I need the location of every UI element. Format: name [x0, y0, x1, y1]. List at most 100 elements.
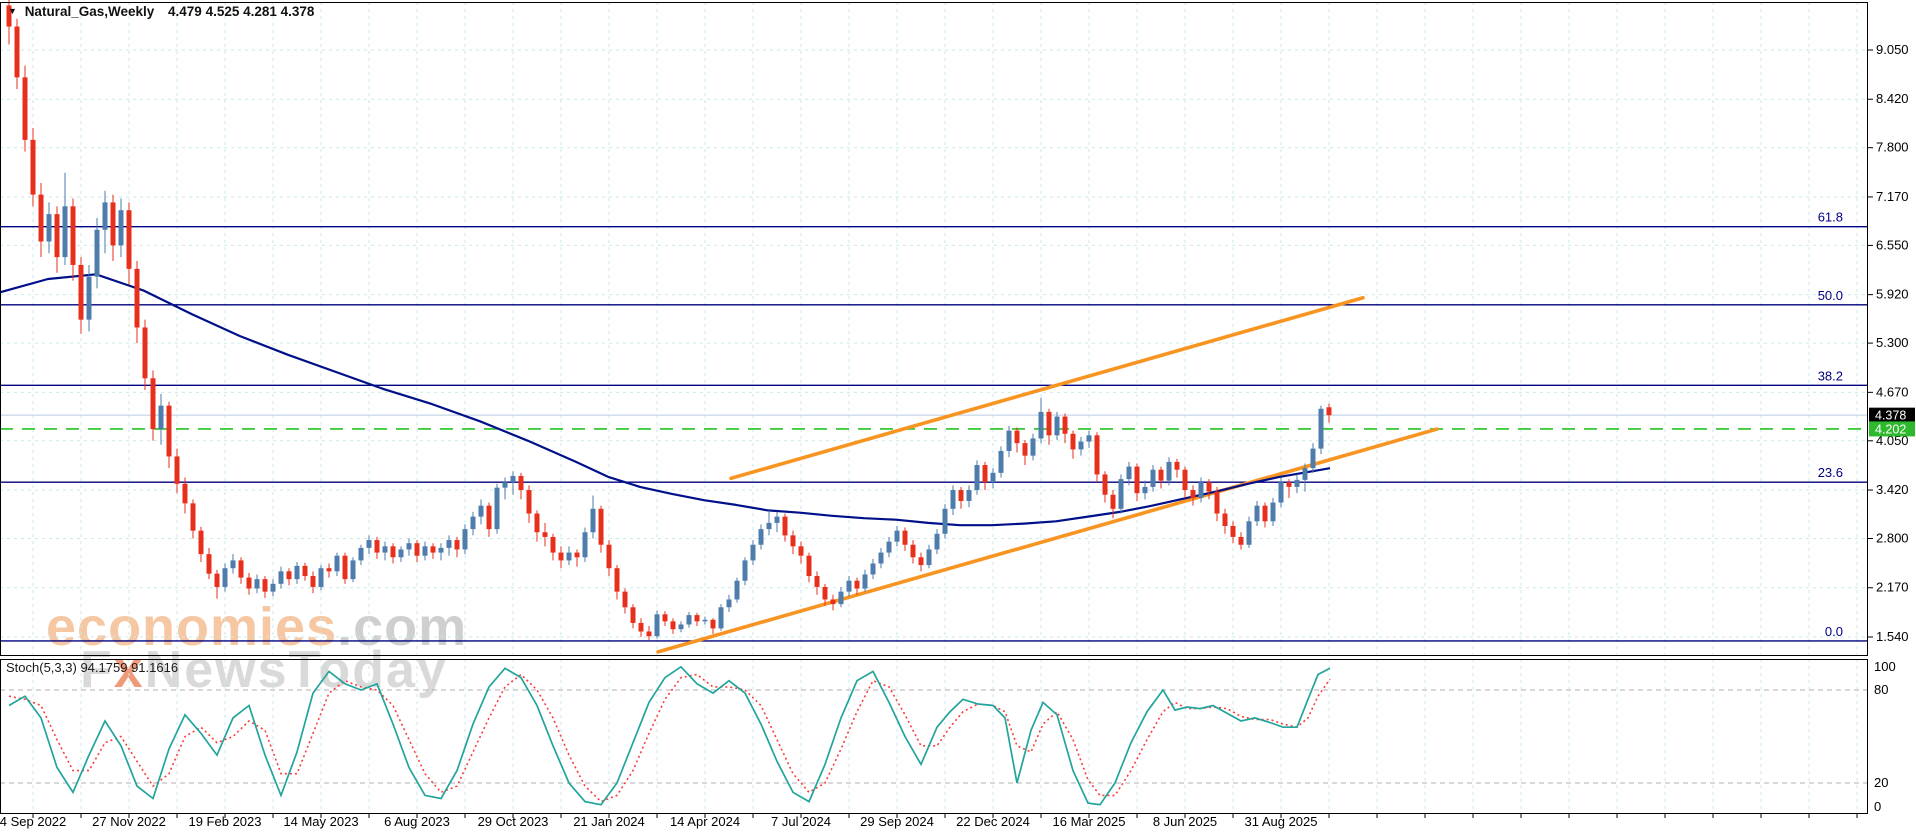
date-axis-label: 31 Aug 2025 [1244, 814, 1317, 829]
date-axis-label: 22 Dec 2024 [956, 814, 1030, 829]
candle-body [774, 516, 780, 523]
candle-body [1158, 469, 1164, 481]
candle-body [302, 565, 308, 577]
candle-body [862, 574, 868, 589]
candle-body [1182, 469, 1188, 491]
date-axis-label: 16 Mar 2025 [1053, 814, 1126, 829]
candle-body [1118, 479, 1124, 509]
candle-body [846, 580, 852, 592]
candle-body [1078, 441, 1084, 450]
candle-body [286, 571, 292, 580]
candle-body [1230, 525, 1236, 537]
candle-body [806, 555, 812, 577]
price-axis-label: 4.050 [1876, 433, 1909, 448]
candle-body [206, 554, 212, 574]
candle-body [38, 194, 44, 242]
candle-body [70, 206, 76, 265]
candle-body [974, 465, 980, 491]
candle-body [1038, 411, 1044, 439]
candle-body [446, 540, 452, 548]
candle-body [918, 557, 924, 566]
symbol-name: Natural_Gas,Weekly [24, 4, 155, 19]
candle-body [726, 599, 732, 608]
candle-body [494, 487, 500, 530]
candle-body [542, 532, 548, 537]
candle-body [438, 547, 444, 553]
candle-body [1126, 466, 1132, 480]
candle-body [1286, 482, 1292, 487]
candle-body [630, 607, 636, 623]
candle-body [1222, 513, 1228, 526]
chart-title: ▼ Natural_Gas,Weekly 4.479 4.525 4.281 4… [8, 4, 314, 19]
candle-body [1294, 479, 1300, 487]
price-axis-label: 3.420 [1876, 482, 1909, 497]
candle-body [374, 540, 380, 553]
date-axis-label: 4 Sep 2022 [0, 814, 66, 829]
stoch-panel-frame [0, 659, 1868, 814]
candle-body [110, 202, 116, 246]
moving-average-line [0, 273, 1331, 527]
candle-body [126, 210, 132, 269]
candle-body [926, 549, 932, 566]
price-axis-label: 7.170 [1876, 189, 1909, 204]
candle-body [534, 513, 540, 533]
candle-body [1110, 494, 1116, 509]
candle-body [1006, 430, 1012, 451]
candle-body [766, 522, 772, 530]
candle-body [678, 624, 684, 630]
candle-body [230, 560, 236, 569]
candle-body [78, 264, 84, 320]
green-line-price-tag [1869, 421, 1915, 437]
candle-body [142, 327, 148, 379]
candle-body [166, 405, 172, 457]
candle-body [894, 530, 900, 542]
stoch-scale-label: 20 [1874, 775, 1888, 790]
candle-body [246, 577, 252, 589]
candle-body [710, 619, 716, 629]
candle-body [654, 614, 660, 637]
stoch-scale-label: 100 [1874, 659, 1896, 674]
date-axis-label: 6 Aug 2023 [384, 814, 450, 829]
date-axis-label: 8 Jun 2025 [1153, 814, 1217, 829]
candle-body [94, 229, 100, 277]
candle-body [942, 508, 948, 534]
candle-body [182, 483, 188, 504]
lower-channel-line[interactable] [656, 427, 1439, 654]
candle-body [214, 573, 220, 587]
fib-label: 23.6 [1818, 465, 1843, 480]
stochastic-indicator-label: Stoch(5,3,3) 94.1759 91.1616 [6, 660, 179, 675]
candle-body [934, 533, 940, 550]
stoch-scale-label: 80 [1874, 682, 1888, 697]
date-axis-label: 19 Feb 2023 [188, 814, 261, 829]
stoch-signal-line [8, 673, 1331, 803]
ohlc-values: 4.479 4.525 4.281 4.378 [168, 4, 315, 19]
candle-body [830, 599, 836, 605]
candle-body [510, 475, 516, 483]
candle-body [54, 214, 60, 258]
bid-price-tag-text: 4.378 [1875, 409, 1906, 423]
candle-body [1070, 433, 1076, 450]
candle-body [30, 139, 36, 195]
candle-body [1262, 505, 1268, 522]
candle-body [158, 405, 164, 430]
candle-body [6, 5, 12, 27]
candle-body [270, 583, 276, 592]
symbol-dropdown-icon[interactable]: ▼ [8, 6, 17, 16]
candle-body [174, 456, 180, 484]
candle-body [958, 490, 964, 501]
candle-body [878, 552, 884, 564]
candle-body [1206, 482, 1212, 492]
candle-body [662, 614, 668, 622]
candle-body [686, 615, 692, 625]
candle-body [1086, 435, 1092, 442]
price-axis-label: 9.050 [1876, 42, 1909, 57]
candle-body [598, 508, 604, 545]
candle-body [358, 547, 364, 561]
upper-channel-line[interactable] [729, 295, 1365, 481]
candle-body [1198, 482, 1204, 498]
candle-body [646, 631, 652, 637]
stoch-d-value: 91.1616 [131, 660, 179, 675]
green-line-price-tag-text: 4.202 [1875, 422, 1906, 436]
candle-body [342, 555, 348, 580]
